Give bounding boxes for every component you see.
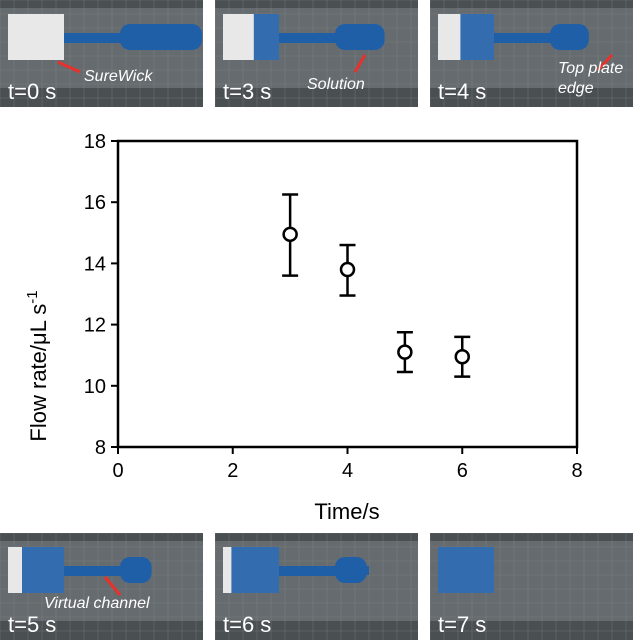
annotation-label: SureWick bbox=[84, 68, 153, 85]
time-label: t=6 s bbox=[223, 612, 272, 637]
device-photo-illustration bbox=[215, 533, 418, 640]
x-tick-label: 2 bbox=[227, 460, 238, 482]
data-point bbox=[454, 348, 470, 365]
annotation-arrow bbox=[103, 576, 122, 596]
photo-panel-bottom-0: t=5 s Virtual channel bbox=[0, 533, 203, 640]
photo-panel-top-2: t=4 s Top plate edge bbox=[430, 0, 633, 107]
x-tick-label: 8 bbox=[571, 460, 582, 482]
time-label: t=0 s bbox=[8, 79, 57, 104]
data-point bbox=[282, 226, 298, 243]
data-point-group bbox=[454, 335, 471, 378]
photo-panel-bottom-2: t=7 s bbox=[430, 533, 633, 640]
device-photo-illustration bbox=[430, 0, 633, 107]
photo-panel-top-0: t=0 s SureWick bbox=[0, 0, 203, 107]
y-axis-label: Flow rate/μL s-1 bbox=[24, 290, 51, 441]
y-tick-label: 10 bbox=[84, 376, 106, 398]
device-photo-illustration bbox=[430, 533, 633, 640]
data-point-group bbox=[396, 331, 413, 374]
y-axis-label-main: Flow rate/μL s bbox=[26, 304, 51, 442]
time-label: t=5 s bbox=[8, 612, 57, 637]
x-tick-label: 6 bbox=[457, 460, 468, 482]
annotation-label: Top plate bbox=[558, 60, 624, 77]
device-photo-illustration bbox=[0, 0, 203, 107]
y-tick-label: 18 bbox=[84, 131, 106, 153]
x-tick-label: 4 bbox=[342, 460, 353, 482]
device-photo-illustration bbox=[0, 533, 203, 640]
x-tick-label: 0 bbox=[112, 460, 123, 482]
annotation-arrow bbox=[57, 60, 81, 74]
x-axis-label: Time/s bbox=[314, 499, 379, 524]
time-label: t=3 s bbox=[223, 79, 272, 104]
annotation-label: Virtual channel bbox=[44, 595, 150, 612]
data-point-group bbox=[339, 243, 356, 297]
data-point-group bbox=[282, 193, 299, 277]
flow-rate-chart: 0 2 4 6 8 8 10 12 14 16 18 Time/s Flow rate/μL s-1 bbox=[24, 131, 583, 524]
data-point bbox=[339, 261, 356, 278]
y-axis-label-sup: -1 bbox=[24, 290, 41, 303]
annotation-label-line2: edge bbox=[558, 80, 594, 97]
y-tick-label: 14 bbox=[84, 253, 106, 275]
photo-panel-top-1: t=3 s Solution bbox=[215, 0, 418, 107]
time-label: t=7 s bbox=[438, 612, 487, 637]
device-photo-illustration bbox=[215, 0, 418, 107]
top-photo-row: t=0 s SureWick t=3 s Solution t=4 s Top plate… bbox=[0, 0, 633, 107]
photo-panel-bottom-1: t=6 s bbox=[215, 533, 418, 640]
annotation-arrow bbox=[353, 54, 367, 73]
annotation-label: Solution bbox=[307, 76, 365, 93]
y-tick-label: 12 bbox=[84, 315, 106, 337]
y-tick-label: 16 bbox=[84, 192, 106, 214]
bottom-photo-row: t=5 s Virtual channel t=6 s t=7 s bbox=[0, 533, 633, 640]
annotation-arrow bbox=[596, 53, 614, 72]
time-label: t=4 s bbox=[438, 79, 487, 104]
data-point bbox=[397, 344, 413, 360]
y-tick-label: 8 bbox=[95, 437, 106, 459]
